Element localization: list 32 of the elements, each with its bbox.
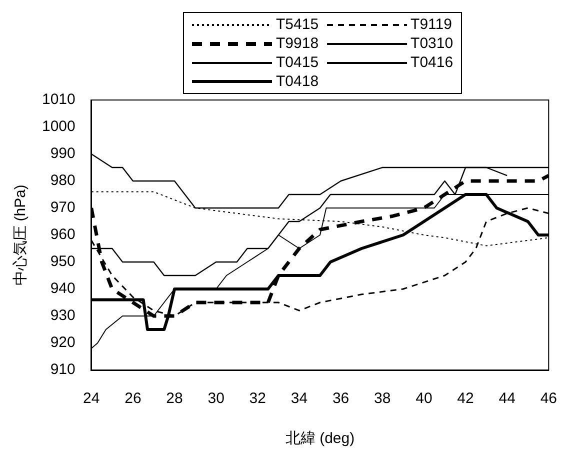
y-tick-label: 910 — [50, 361, 76, 378]
legend-label: T0310 — [410, 35, 454, 52]
x-tick-label: 24 — [83, 390, 100, 408]
y-tick-label: 920 — [50, 334, 76, 352]
y-tick-label: 980 — [50, 172, 76, 190]
y-tick-label: 1010 — [42, 91, 76, 108]
x-tick-label: 28 — [166, 390, 183, 408]
x-tick-label: 40 — [416, 390, 432, 408]
y-tick-label: 950 — [50, 253, 76, 270]
y-tick-label: 940 — [50, 280, 76, 298]
legend-label: T9918 — [276, 35, 319, 52]
legend-label: T0416 — [410, 54, 454, 71]
x-tick-label: 36 — [332, 390, 350, 408]
x-axis-title: 北緯 (deg) — [285, 430, 355, 448]
y-tick-label: 930 — [50, 307, 76, 324]
x-tick-label: 34 — [290, 390, 308, 408]
y-tick-label: 990 — [50, 145, 76, 162]
x-tick-label: 30 — [208, 390, 224, 408]
legend-label: T0415 — [276, 54, 319, 71]
legend-label: T5415 — [276, 16, 319, 33]
y-tick-label: 970 — [50, 199, 76, 216]
y-axis-title: 中心気圧 (hPa) — [12, 184, 30, 286]
x-tick-label: 26 — [124, 390, 142, 408]
y-tick-label: 1000 — [42, 118, 76, 136]
x-tick-label: 42 — [457, 390, 474, 408]
x-tick-label: 44 — [498, 390, 516, 408]
legend-label: T9119 — [410, 16, 452, 33]
x-tick-label: 46 — [540, 390, 557, 408]
x-tick-label: 38 — [374, 390, 391, 408]
y-tick-label: 960 — [50, 226, 76, 244]
legend-label: T0418 — [276, 73, 319, 90]
x-tick-label: 32 — [249, 390, 266, 408]
